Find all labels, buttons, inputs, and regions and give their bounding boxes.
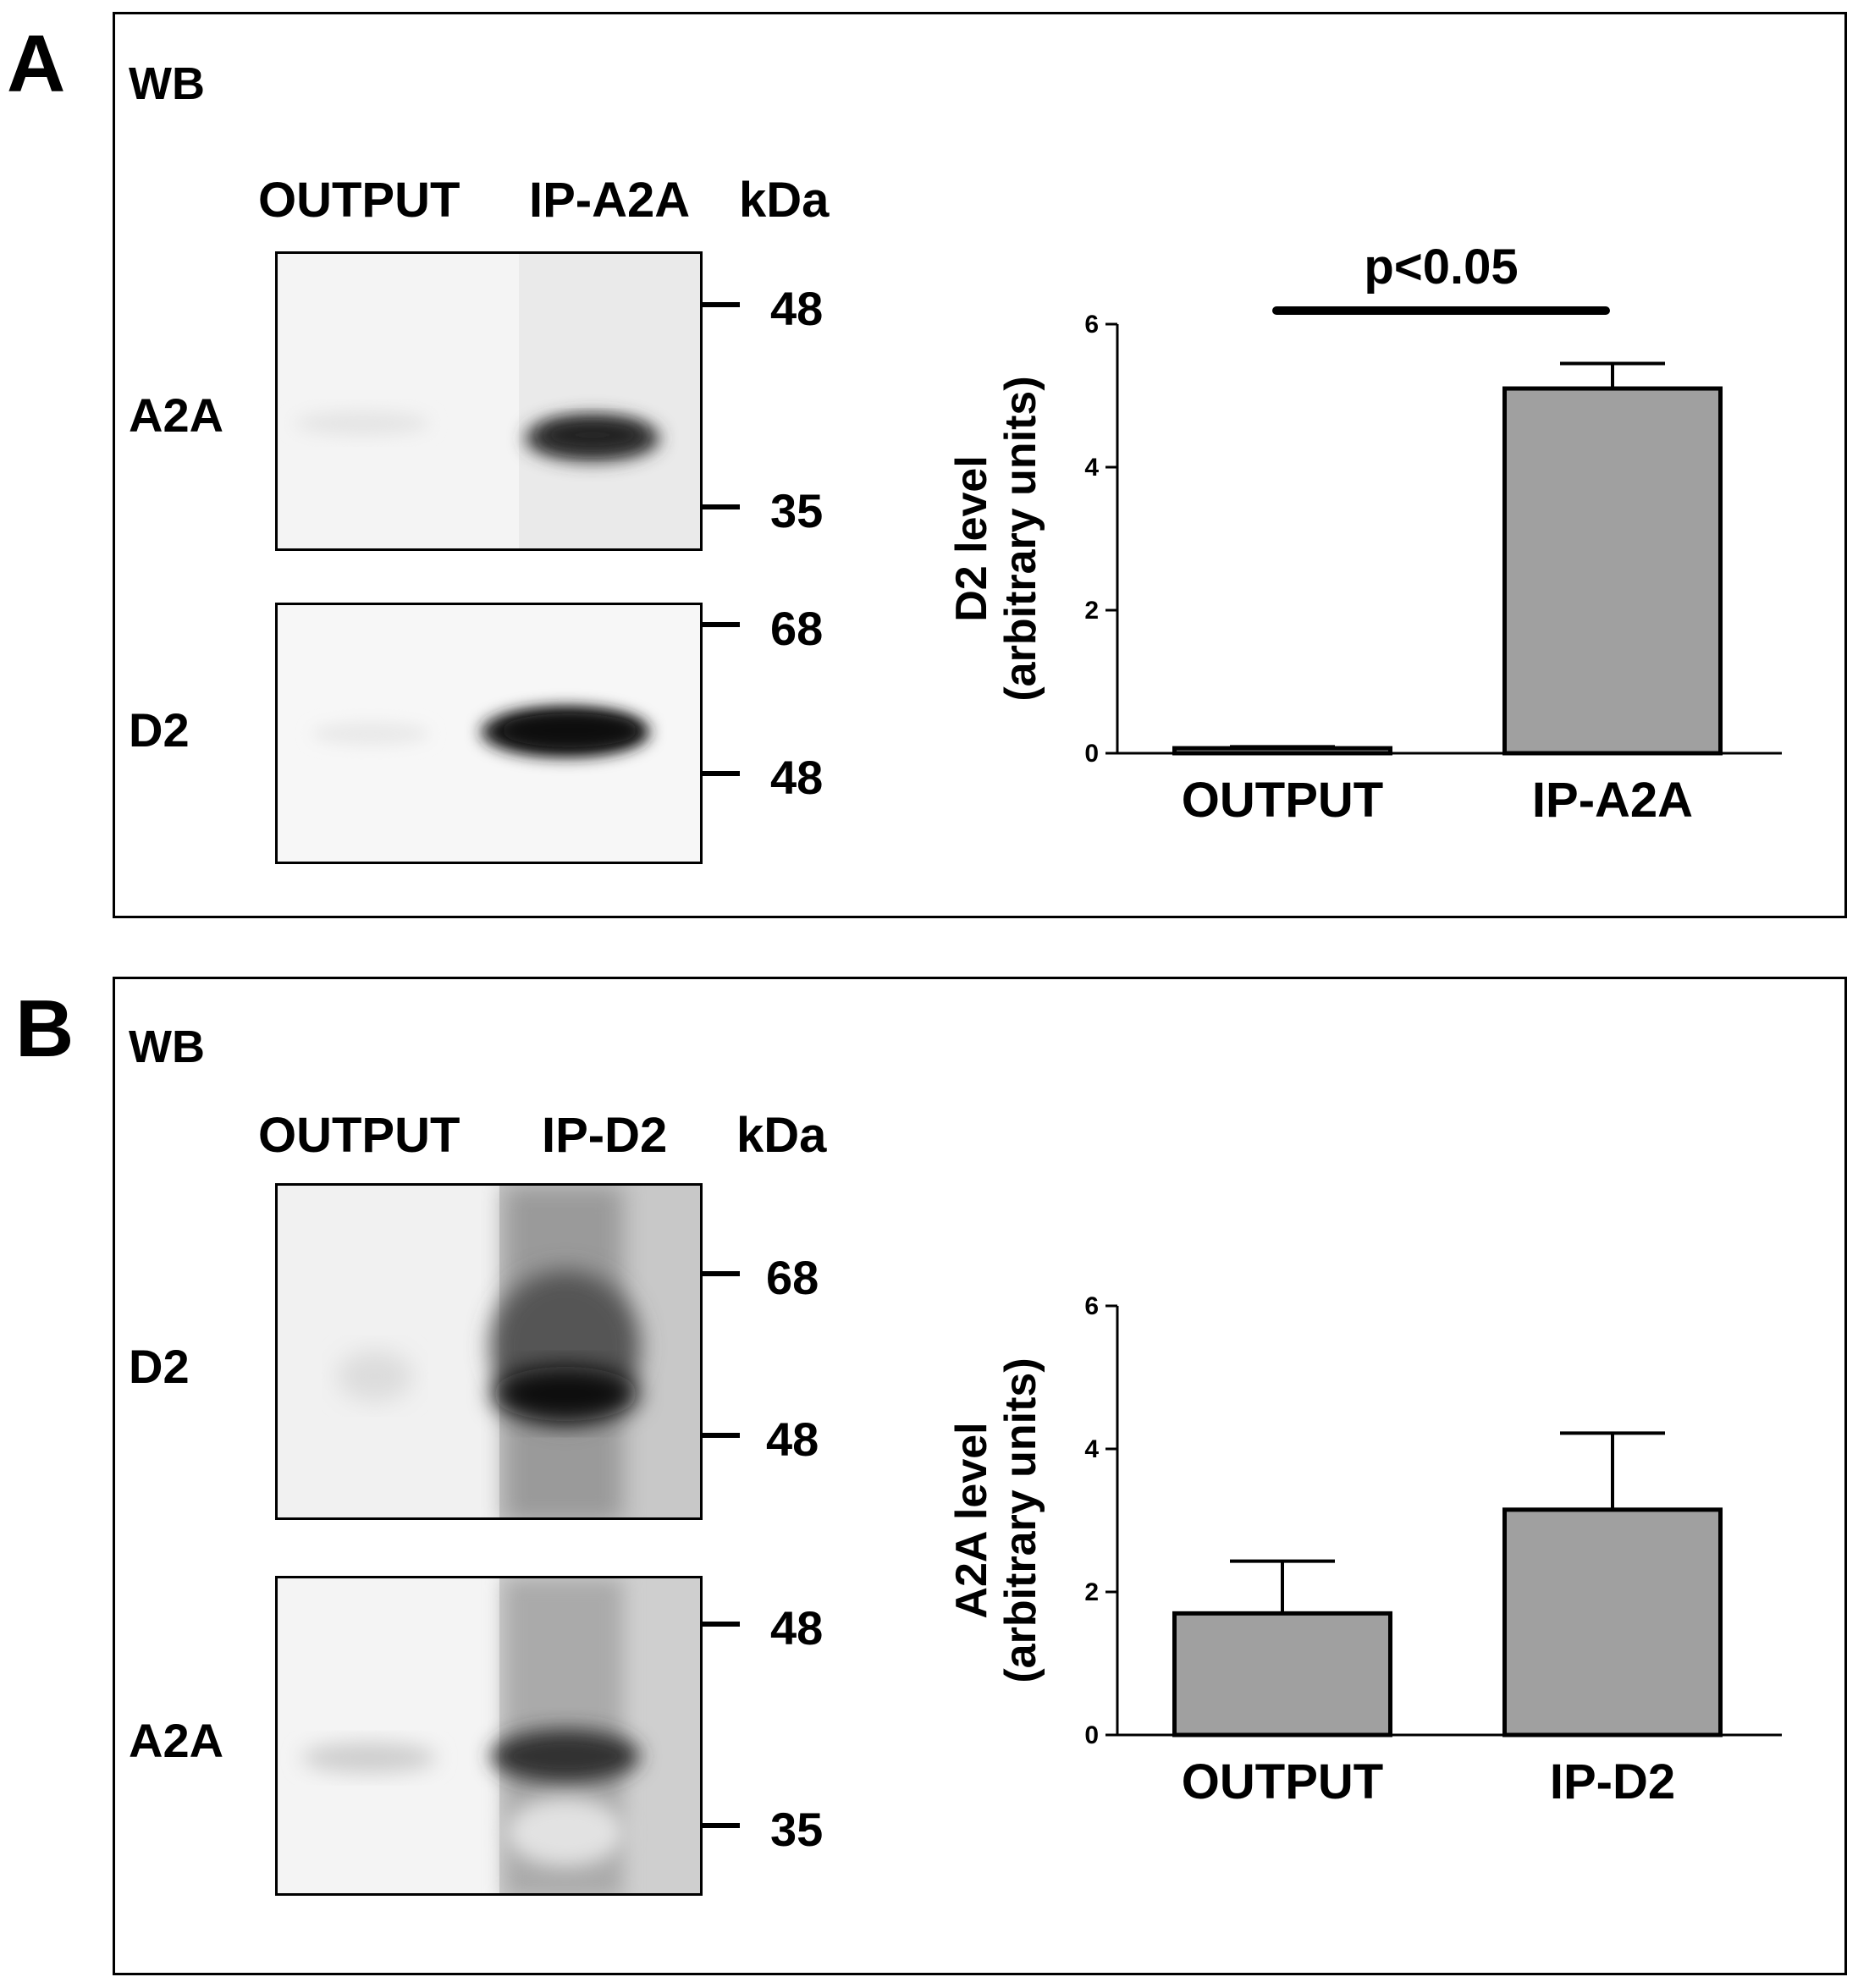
chart-b-ytick-label: 0 (1084, 1721, 1099, 1749)
panel-b-blot2-marker-tick-2 (703, 1823, 740, 1828)
panel-b-blot1-marker-1: 68 (766, 1251, 819, 1304)
chart-b-ytick-label: 2 (1084, 1578, 1099, 1606)
panel-b-blot1-marker-tick-1 (703, 1271, 740, 1276)
panel-a-wb-label: WB (129, 58, 205, 109)
chart-b-bar (1502, 1507, 1723, 1737)
chart-a-category-label: IP-A2A (1532, 773, 1693, 828)
panel-b-lane-ip: IP-D2 (542, 1108, 668, 1163)
panel-a-blot2-marker-1: 68 (770, 602, 824, 655)
panel-a-blot1-marker-1: 48 (770, 282, 824, 335)
chart-b-category-label: IP-D2 (1550, 1754, 1675, 1809)
chart-a-ytick-label: 2 (1084, 597, 1099, 625)
chart-b-ylabel-line1: A2A level (947, 1422, 996, 1618)
panel-a-blot2-image (278, 605, 700, 862)
panel-a (113, 12, 1847, 918)
panel-b (113, 977, 1847, 1975)
panel-a-blot2-marker-tick-2 (703, 771, 740, 776)
chart-a-significance-label: p<0.05 (1364, 240, 1518, 295)
chart-b-ylabel-line2: (arbitrary units) (996, 1357, 1045, 1682)
panel-a-blot2-protein: D2 (129, 703, 190, 757)
panel-b-lane-output: OUTPUT (258, 1108, 460, 1163)
chart-b-ytick-label: 4 (1084, 1435, 1099, 1463)
panel-b-letter: B (15, 983, 74, 1074)
chart-a-ylabel-line2: (arbitrary units) (996, 376, 1045, 701)
panel-a-letter: A (7, 19, 66, 109)
panel-a-blot1-marker-tick-1 (703, 302, 740, 307)
panel-b-bar-chart: 0 2 4 6 OUTPUT IP-D2 A2A level (arbitrary units… (947, 1292, 1782, 1809)
panel-b-kda-label: kDa (736, 1108, 827, 1163)
panel-a-blot1-marker-tick-2 (703, 504, 740, 509)
panel-a-kda-label: kDa (739, 173, 830, 228)
panel-b-blot1-protein: D2 (129, 1340, 190, 1393)
panel-a-blot1-marker-2: 35 (770, 484, 824, 537)
panel-b-blot2-marker-tick-1 (703, 1622, 740, 1627)
panel-b-blot1-marker-tick-2 (703, 1433, 740, 1438)
chart-a-bar (1502, 386, 1723, 756)
panel-b-blot1-marker-2: 48 (766, 1413, 819, 1466)
panel-b-blot2-marker-1: 48 (770, 1601, 824, 1655)
panel-b-blot2 (275, 1576, 703, 1896)
panel-b-blot1-image (278, 1186, 700, 1517)
chart-b-ytick-label: 6 (1084, 1292, 1099, 1320)
chart-a-ytick-label: 4 (1084, 454, 1099, 482)
panel-a-blot1-protein: A2A (129, 388, 224, 442)
panel-a-bar-chart: 0 2 4 6 OUTPUT IP-A2A D2 level (arbitrary units… (947, 240, 1782, 828)
panel-a-blot1-image (278, 254, 700, 548)
panel-a-blot2-marker-tick-1 (703, 622, 740, 627)
chart-a-ytick-label: 6 (1084, 311, 1099, 339)
panel-a-blot2-marker-2: 48 (770, 751, 824, 804)
panel-b-wb-label: WB (129, 1022, 205, 1072)
chart-b-bar (1172, 1611, 1392, 1737)
panel-b-blot2-image (278, 1578, 700, 1893)
chart-a-bar (1172, 746, 1392, 756)
panel-b-blot1 (275, 1183, 703, 1520)
chart-a-ytick-label: 0 (1084, 740, 1099, 768)
panel-a-blot2 (275, 603, 703, 864)
panel-b-blot2-marker-2: 35 (770, 1803, 824, 1856)
panel-a-blot1 (275, 251, 703, 551)
panel-a-lane-output: OUTPUT (258, 173, 460, 228)
chart-a-ylabel-line1: D2 level (947, 455, 996, 622)
panel-b-blot2-protein: A2A (129, 1714, 224, 1767)
chart-b-category-label: OUTPUT (1182, 1754, 1383, 1809)
panel-a-lane-ip: IP-A2A (529, 173, 691, 228)
chart-a-category-label: OUTPUT (1182, 773, 1383, 828)
